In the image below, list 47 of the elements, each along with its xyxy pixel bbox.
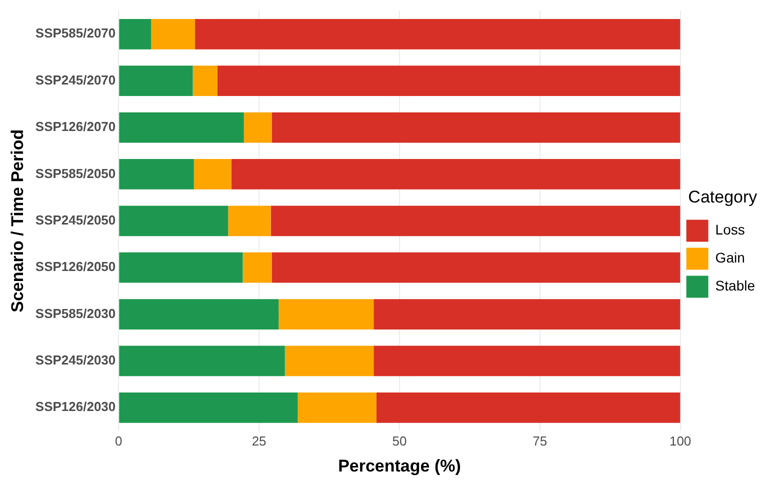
bar [278,299,374,330]
bar [195,18,680,50]
y-tick-label: SSP585/2030 [35,306,116,321]
bar [119,346,285,376]
bar [192,66,218,96]
legend-label: Gain [715,250,745,266]
bar [119,299,279,330]
y-tick-label: SSP585/2070 [35,26,116,41]
legend-label: Loss [715,222,745,238]
bar [232,159,680,190]
y-tick-label: SSP126/2050 [35,259,116,274]
bar [119,206,228,236]
bar [119,159,194,190]
y-tick-label: SSP245/2050 [35,212,116,228]
x-tick-label: 50 [392,433,407,448]
legend-label: Stable [715,278,756,294]
bar [217,66,680,96]
bar [119,112,244,143]
y-tick-label: SSP126/2030 [35,399,116,414]
bar [242,252,272,283]
x-tick-label: 0 [115,433,122,448]
x-tick-label: 100 [669,433,692,448]
bar [119,66,193,96]
bar [270,206,680,236]
y-tick-label: SSP585/2050 [35,166,116,181]
bar [272,252,680,283]
y-tick-label: SSP245/2070 [35,72,116,88]
bar [376,392,680,423]
bar [374,299,680,330]
x-tick-label: 75 [532,433,548,448]
bar [194,159,232,190]
x-tick-label: 25 [252,433,266,448]
bar [119,18,152,50]
bar [284,346,374,376]
bar [228,206,271,236]
y-tick-label: SSP126/2070 [35,119,116,134]
legend-title: Category [688,187,758,206]
bar [374,346,680,376]
bar [244,112,272,143]
bar [119,392,298,423]
x-axis-title: Percentage (%) [338,456,461,476]
bar [272,112,680,143]
bar [298,392,376,423]
y-tick-label: SSP245/2030 [35,352,116,368]
bar [119,252,243,283]
bar [151,18,196,50]
y-axis-title: Scenario / Time Period [8,129,27,312]
